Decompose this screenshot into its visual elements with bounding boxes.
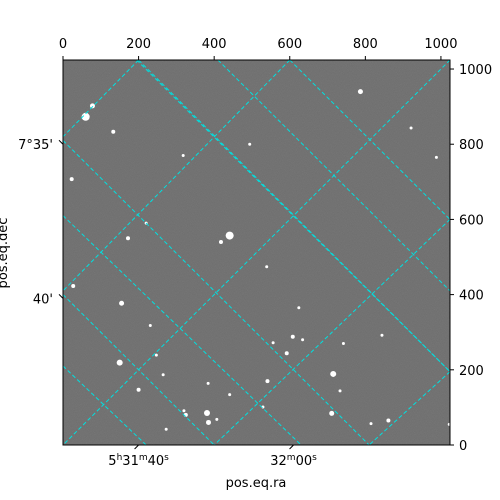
star-point xyxy=(116,359,123,366)
star-point xyxy=(111,129,116,134)
plot-frame xyxy=(62,59,451,446)
grid-line xyxy=(136,60,450,373)
star-point xyxy=(148,323,152,327)
star-point xyxy=(218,239,223,244)
right-pixel-axis: 0 200 400 600 800 1000 xyxy=(450,63,492,454)
star-point xyxy=(271,341,275,345)
ra-tick-label: 32m00s xyxy=(270,453,317,469)
dec-tick-mark xyxy=(58,294,64,299)
star-point xyxy=(164,427,168,431)
y-axis-label: pos.eq.dec xyxy=(0,218,11,289)
star-point xyxy=(71,283,76,288)
star-point xyxy=(265,265,269,269)
world-coordinate-ticks: 5h31m40s 32m00s 7°35' 40' xyxy=(18,138,317,469)
star-point xyxy=(369,422,373,426)
grid-line xyxy=(63,215,302,445)
right-tick-label: 800 xyxy=(459,138,484,153)
star-point xyxy=(341,341,345,345)
right-tick-label: 1000 xyxy=(459,63,492,78)
grid-line xyxy=(368,371,450,445)
star-point xyxy=(154,353,158,357)
dec-tick-label: 40' xyxy=(33,292,53,307)
grid-line xyxy=(63,60,291,292)
ra-tick-mark xyxy=(134,444,139,450)
ra-tick-label: 5h31m40s xyxy=(108,453,169,469)
star-point xyxy=(284,351,289,356)
star-point xyxy=(203,410,210,417)
star-point xyxy=(409,126,413,130)
stars-layer xyxy=(69,89,450,431)
star-point xyxy=(126,236,131,241)
top-tick-label: 200 xyxy=(126,37,151,52)
star-point xyxy=(434,155,438,159)
star-point xyxy=(89,103,95,109)
star-point xyxy=(357,89,363,95)
star-point xyxy=(161,373,165,377)
star-point xyxy=(380,333,384,337)
dec-tick-label: 7°35' xyxy=(18,138,53,153)
star-point xyxy=(330,370,337,377)
right-tick-label: 200 xyxy=(459,364,484,379)
star-point xyxy=(386,418,391,423)
star-point xyxy=(290,334,295,339)
grid-line xyxy=(213,219,450,445)
plot-area xyxy=(62,59,451,446)
coordinate-grid xyxy=(63,60,450,445)
star-point xyxy=(225,231,234,240)
grid-line xyxy=(63,140,370,445)
dec-tick-mark xyxy=(58,139,64,145)
star-point xyxy=(182,409,186,413)
grid-line xyxy=(63,60,139,138)
x-axis-label: pos.eq.ra xyxy=(226,476,287,491)
star-point xyxy=(447,422,450,426)
right-tick-label: 0 xyxy=(459,439,467,454)
right-tick-label: 400 xyxy=(459,289,484,304)
grid-line xyxy=(138,60,450,373)
right-tick-label: 600 xyxy=(459,213,484,228)
star-point xyxy=(265,379,270,384)
sky-noise xyxy=(63,60,450,445)
star-point xyxy=(215,417,219,421)
star-point xyxy=(329,410,335,416)
star-point xyxy=(181,153,185,157)
top-tick-label: 400 xyxy=(202,37,227,52)
top-tick-label: 800 xyxy=(353,37,378,52)
star-point xyxy=(206,381,210,385)
star-point xyxy=(81,112,90,121)
ra-tick-mark xyxy=(289,444,294,450)
top-tick-label: 1000 xyxy=(424,37,457,52)
star-point xyxy=(248,142,252,146)
star-point xyxy=(136,387,141,392)
star-point xyxy=(338,389,342,393)
top-tick-label: 600 xyxy=(277,37,302,52)
star-point xyxy=(69,177,74,182)
top-pixel-axis: 0 200 400 600 800 1000 xyxy=(59,37,457,60)
star-point xyxy=(206,419,212,425)
top-tick-label: 0 xyxy=(59,37,67,52)
star-point xyxy=(228,393,232,397)
star-point xyxy=(297,306,301,310)
star-point xyxy=(301,338,305,342)
star-point xyxy=(119,300,125,306)
